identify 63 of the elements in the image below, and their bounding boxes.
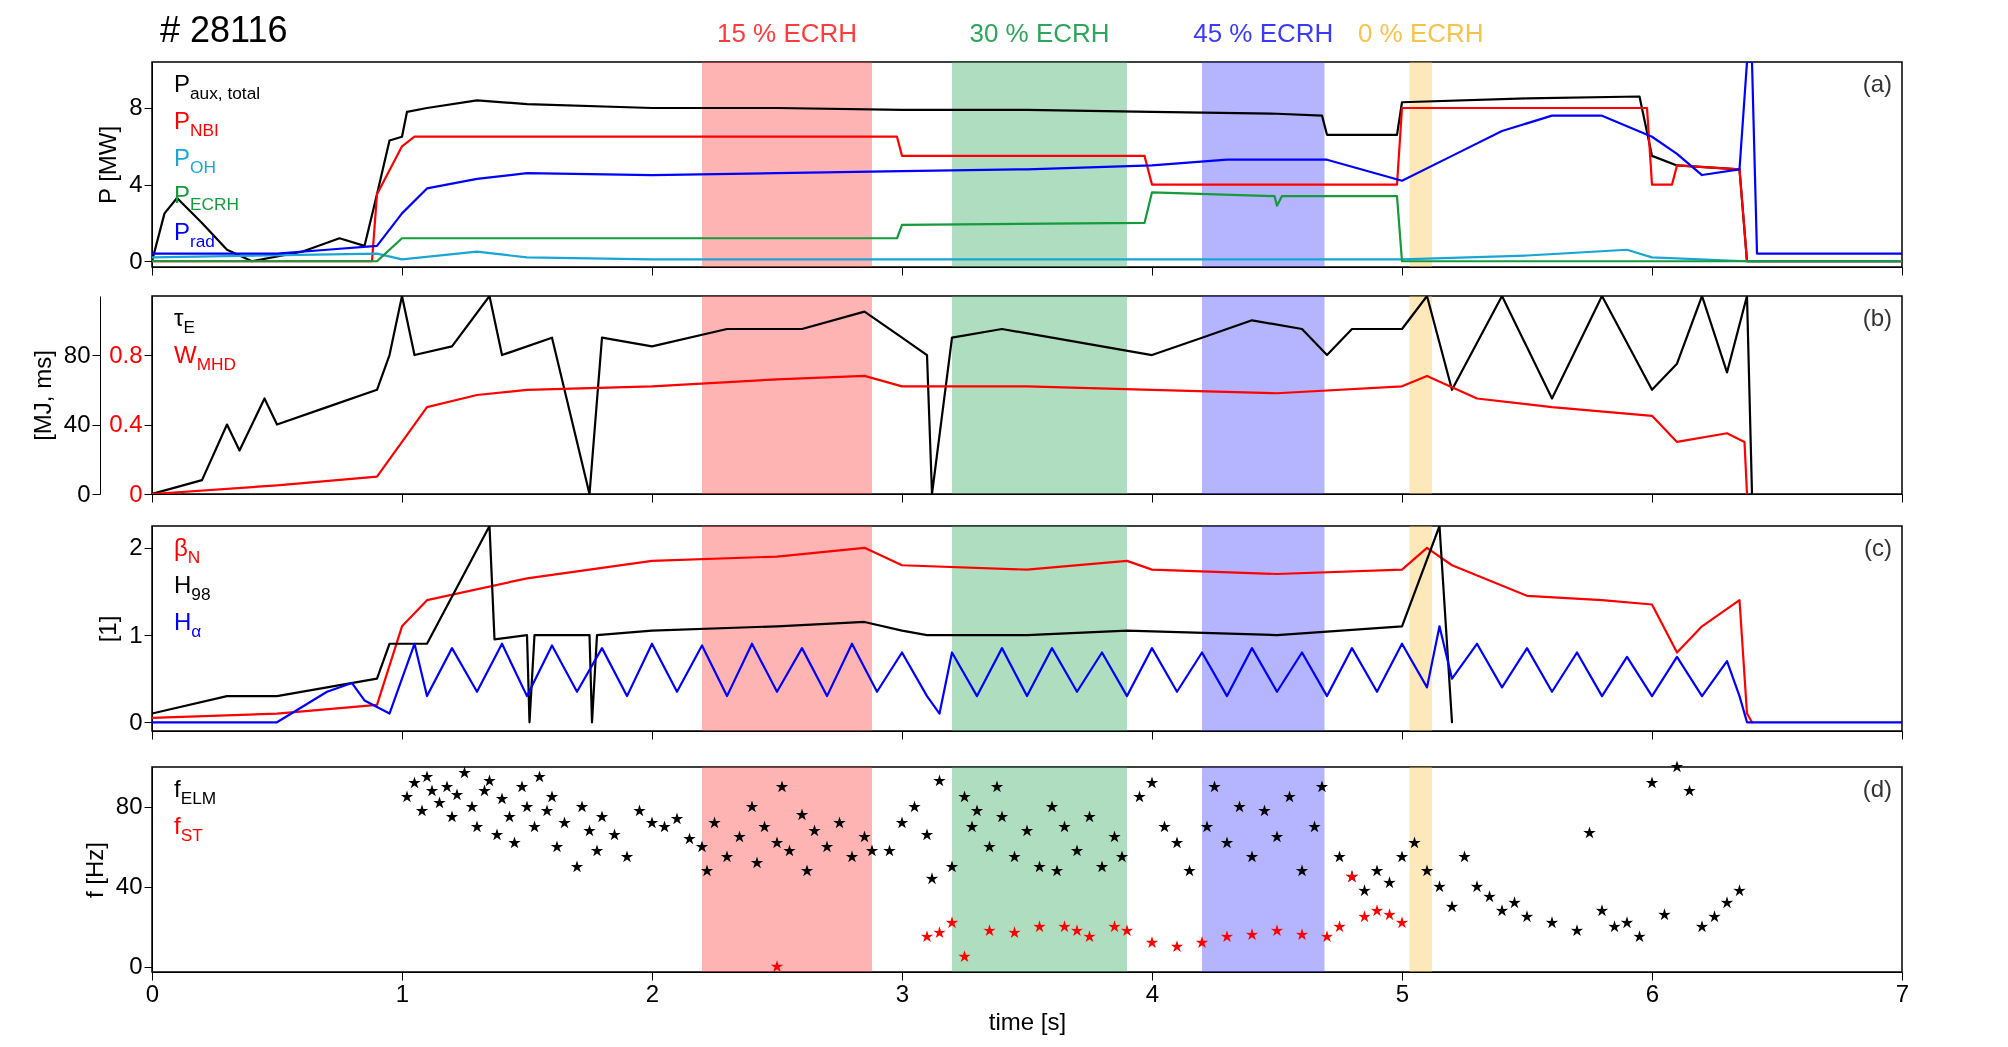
point — [1370, 904, 1384, 917]
band-label: 15 % ECRH — [716, 18, 858, 48]
y-tick-label: 1 — [129, 620, 143, 648]
point — [1008, 926, 1021, 939]
y-tick-label: 0 — [129, 707, 143, 735]
x-tick-label: 6 — [1645, 979, 1660, 1007]
point — [1383, 908, 1396, 921]
y-tick-label: 0 — [77, 479, 91, 507]
x-tick-label: 1 — [395, 979, 410, 1007]
point — [1220, 930, 1234, 943]
point — [1145, 936, 1159, 949]
x-tick-label: 7 — [1895, 979, 1910, 1007]
point — [770, 960, 784, 973]
y2-tick-label: 0.4 — [109, 410, 143, 438]
annotation: (a) — [1862, 70, 1892, 97]
band-label: 0 % ECRH — [1357, 18, 1484, 48]
point — [920, 930, 934, 943]
y-tick-label: 0 — [129, 246, 143, 274]
y-tick-label: 80 — [63, 340, 91, 368]
point — [1295, 928, 1309, 941]
y-tick-label: 0 — [129, 952, 143, 980]
y-axis-title: P [MW] — [94, 125, 122, 205]
x-tick-label: 2 — [645, 979, 660, 1007]
point — [1195, 936, 1209, 949]
x-tick-label: 5 — [1395, 979, 1410, 1007]
point — [1333, 920, 1346, 933]
annotation: (d) — [1862, 775, 1892, 802]
y-tick-label: 40 — [115, 872, 143, 900]
band-label: 45 % ECRH — [1193, 18, 1334, 48]
line-series — [152, 62, 1902, 255]
y-axis-title: [MJ, ms] — [28, 350, 56, 441]
y-tick-label: 40 — [63, 410, 91, 438]
y-tick-label: 80 — [115, 792, 143, 820]
x-tick-label: 4 — [1145, 979, 1160, 1007]
y2-tick-label: 0.8 — [109, 340, 143, 368]
x-axis-title: time [s] — [988, 1007, 1067, 1035]
point — [1245, 928, 1259, 941]
point — [1058, 920, 1071, 933]
y-axis-title: f [Hz] — [80, 841, 108, 899]
point — [958, 950, 971, 963]
point — [1033, 920, 1046, 933]
point — [1120, 924, 1134, 937]
point — [1320, 930, 1334, 943]
chart-title: # 28116 — [160, 9, 288, 50]
annotation: (c) — [1864, 534, 1892, 561]
point — [1395, 916, 1409, 929]
point — [1270, 924, 1284, 937]
point — [933, 926, 946, 939]
annotation: (b) — [1862, 304, 1892, 331]
x-tick-label: 3 — [895, 979, 910, 1007]
point — [983, 924, 996, 937]
y-tick-label: 8 — [129, 93, 143, 121]
point — [1358, 910, 1371, 923]
y-axis-title: [1] — [94, 615, 122, 643]
y-tick-label: 4 — [129, 170, 143, 198]
band-label: 30 % ECRH — [969, 18, 1110, 48]
y-tick-label: 2 — [129, 533, 143, 561]
point — [1108, 920, 1121, 933]
point — [1083, 930, 1096, 943]
line-series — [152, 374, 1749, 494]
point — [945, 916, 959, 929]
point — [1070, 924, 1084, 937]
point — [1170, 940, 1184, 953]
